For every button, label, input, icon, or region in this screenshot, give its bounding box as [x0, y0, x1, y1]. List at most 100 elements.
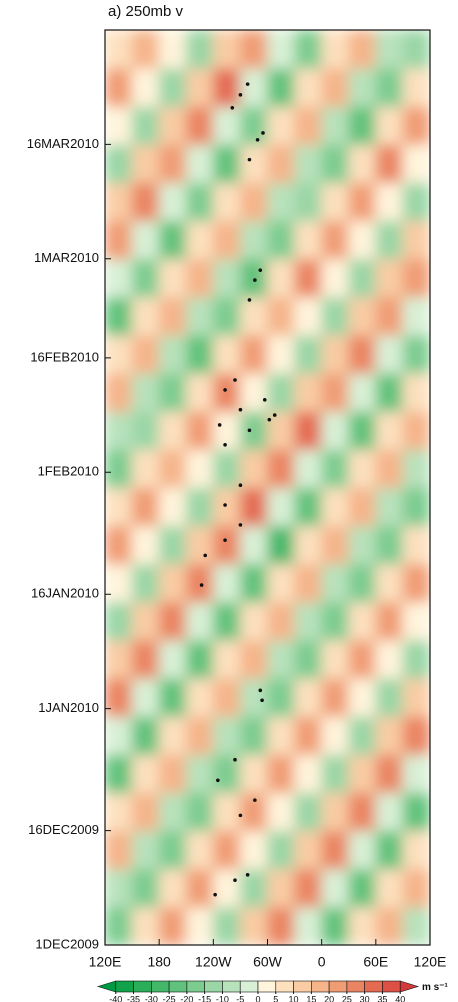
colorbar: -40 -35 -30 -25 -20 -15 -10 -5 0 5 10 15 20 25 30 35 40 m… — [96, 980, 449, 1002]
cell — [294, 143, 323, 183]
cell — [239, 258, 268, 298]
cell — [348, 258, 377, 298]
cell — [402, 448, 430, 488]
cell — [212, 525, 241, 565]
cell — [321, 410, 350, 450]
cell — [158, 30, 187, 69]
cell — [402, 715, 430, 755]
cell — [267, 753, 296, 793]
colorbar-label: 0 — [255, 994, 260, 1002]
cell — [131, 30, 160, 69]
track-point — [233, 378, 237, 382]
cell — [185, 715, 214, 755]
dots — [199, 82, 277, 897]
colorbar-label: 15 — [306, 994, 316, 1002]
track-point — [245, 82, 250, 86]
track-point — [223, 388, 227, 392]
cell — [212, 715, 241, 755]
cell — [212, 601, 241, 641]
cell — [239, 30, 268, 69]
y-tick-label: 16MAR2010 — [27, 136, 99, 151]
cell — [402, 830, 430, 870]
cell — [267, 105, 296, 145]
cell — [402, 677, 430, 717]
cell — [239, 182, 268, 222]
colorbar-swatch — [133, 980, 152, 993]
cell — [402, 67, 430, 107]
cell — [402, 868, 430, 908]
cell — [158, 410, 187, 450]
cell — [131, 601, 160, 641]
cell — [348, 410, 377, 450]
cell — [131, 868, 160, 908]
cell — [158, 220, 187, 260]
cell — [375, 182, 404, 222]
x-tick-label: 120E — [414, 954, 447, 970]
cell — [375, 30, 404, 69]
cell — [185, 334, 214, 374]
cell — [185, 105, 214, 145]
cell — [348, 677, 377, 717]
cell — [321, 677, 350, 717]
x-tick-label: 120W — [195, 954, 232, 970]
cell — [321, 525, 350, 565]
cell — [131, 639, 160, 679]
cell — [321, 182, 350, 222]
cell — [321, 258, 350, 298]
cell — [239, 830, 268, 870]
colorbar-swatch — [239, 980, 259, 993]
cell — [402, 525, 430, 565]
colorbar-label: 40 — [395, 994, 405, 1002]
cell — [348, 868, 377, 908]
cell — [105, 410, 133, 450]
cell — [131, 220, 160, 260]
cell — [185, 372, 214, 412]
cell — [185, 67, 214, 107]
cell — [131, 372, 160, 412]
cell — [321, 601, 350, 641]
cell — [105, 792, 133, 832]
cell — [375, 410, 404, 450]
cell — [375, 868, 404, 908]
cell — [212, 182, 241, 222]
cell — [239, 334, 268, 374]
colorbar-label: -35 — [127, 994, 140, 1002]
cell — [402, 220, 430, 260]
track-point — [261, 131, 265, 135]
cell — [267, 410, 296, 450]
cell — [267, 220, 296, 260]
cell — [375, 906, 404, 945]
cell — [131, 296, 160, 336]
cell — [402, 563, 430, 603]
cell — [294, 448, 323, 488]
cell — [212, 448, 241, 488]
cell — [375, 601, 404, 641]
cell — [158, 105, 187, 145]
cell — [375, 67, 404, 107]
colorbar-swatch — [204, 980, 223, 993]
cell — [185, 525, 214, 565]
cell — [185, 906, 214, 945]
cell — [105, 105, 133, 145]
cell — [185, 143, 214, 183]
cell — [185, 677, 214, 717]
cell — [105, 334, 133, 374]
track-point — [253, 278, 257, 282]
cell — [185, 258, 214, 298]
cell — [212, 868, 241, 908]
cell — [212, 220, 241, 260]
track-point — [213, 892, 217, 897]
colorbar-label: 10 — [289, 994, 299, 1002]
cell — [267, 830, 296, 870]
cell — [321, 220, 350, 260]
cell — [185, 792, 214, 832]
cell — [267, 334, 296, 374]
track-point — [199, 583, 204, 587]
colorbar-swatch — [168, 980, 188, 993]
cell — [131, 258, 160, 298]
cell — [375, 753, 404, 793]
cell — [105, 182, 133, 222]
cell — [212, 563, 241, 603]
cell — [321, 30, 350, 69]
colorbar-swatch — [346, 980, 365, 993]
